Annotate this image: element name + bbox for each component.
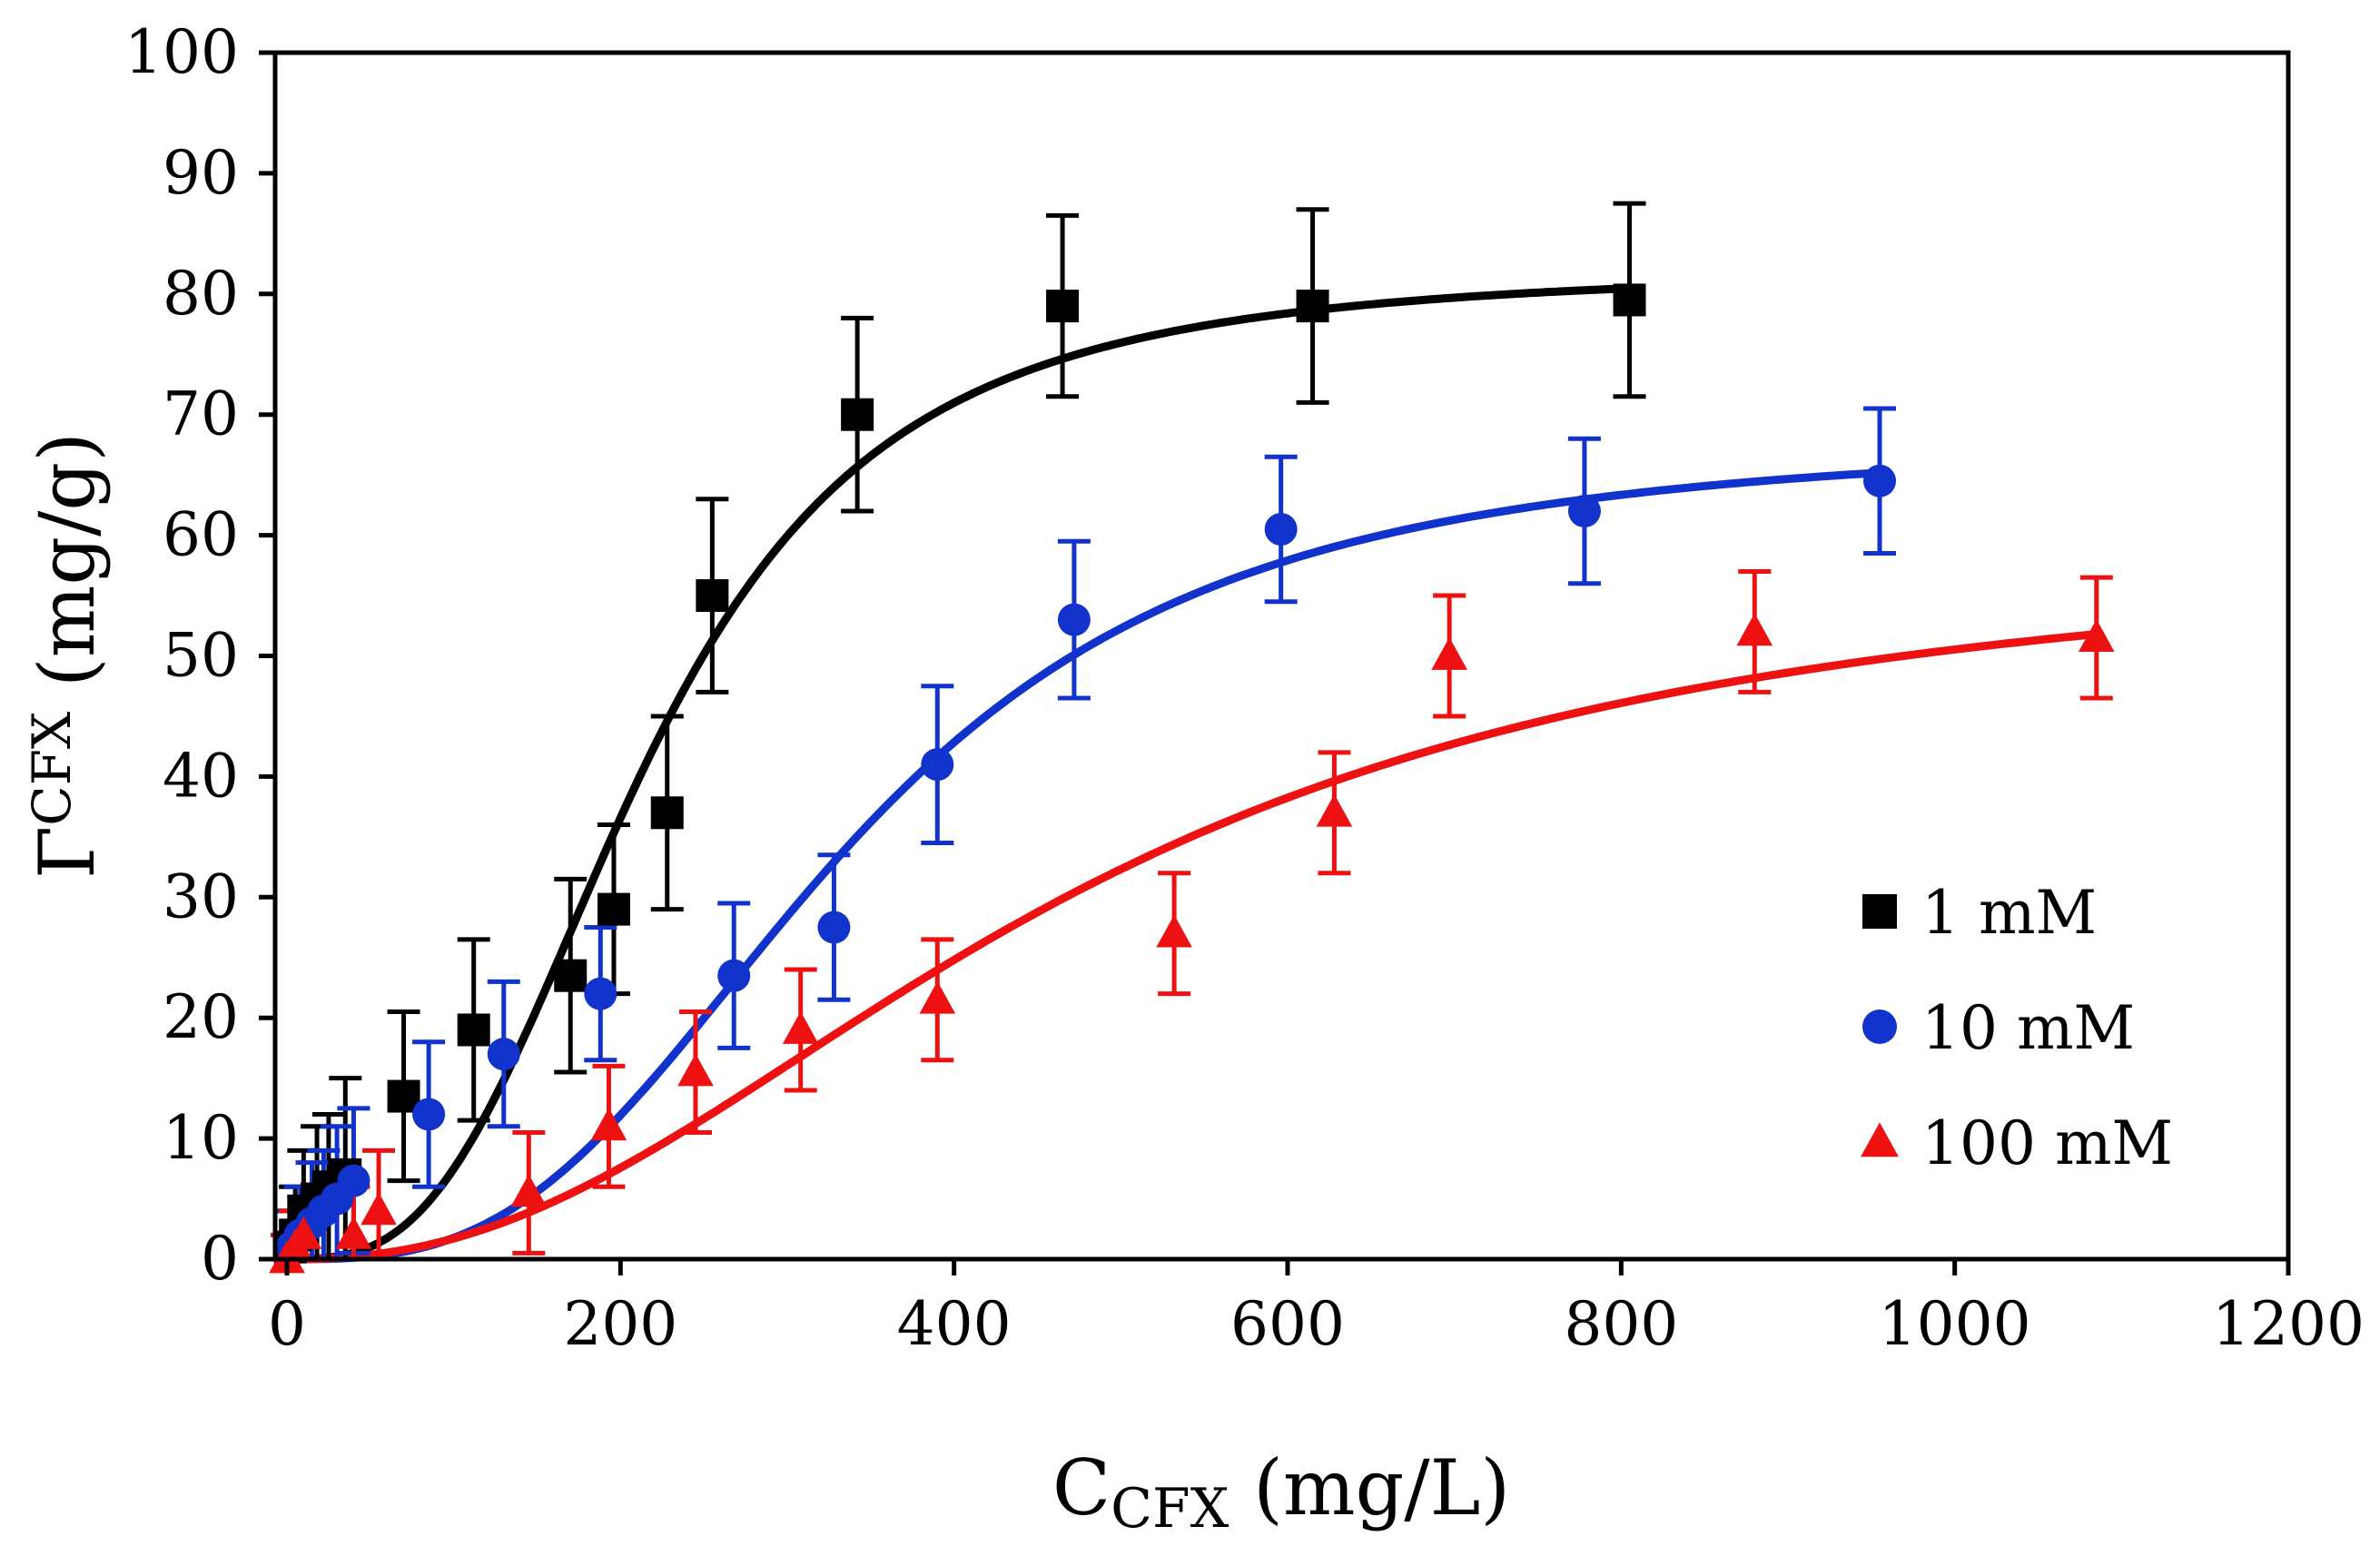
- data-point: [412, 1098, 446, 1131]
- data-point: [487, 1038, 520, 1071]
- y-tick-label: 30: [163, 862, 239, 931]
- data-point: [510, 1174, 548, 1207]
- data-point: [335, 1216, 372, 1249]
- data-point: [841, 398, 874, 431]
- x-tick-label: 1200: [2212, 1289, 2365, 1359]
- data-point: [919, 980, 956, 1014]
- fit-curve-0: [282, 284, 1634, 1264]
- y-axis-ticks: 0 10 20 30 40 50 60 70 80 90 100: [124, 17, 275, 1294]
- x-axis-title-main: C: [1052, 1443, 1111, 1532]
- x-axis-title-subscript: CFX: [1111, 1477, 1230, 1541]
- x-tick-label: 400: [897, 1289, 1012, 1359]
- y-tick-label: 10: [163, 1103, 239, 1173]
- error-bars: [271, 201, 2113, 1262]
- data-point: [360, 1192, 397, 1226]
- data-point: [1736, 613, 1773, 646]
- y-tick-label: 60: [163, 500, 239, 570]
- y-tick-label: 0: [201, 1224, 239, 1294]
- x-tick-label: 1000: [1879, 1289, 2031, 1359]
- fit-curves: [282, 284, 2101, 1264]
- data-point: [554, 959, 588, 992]
- y-tick-label: 50: [163, 621, 239, 691]
- x-tick-label: 600: [1230, 1289, 1345, 1359]
- y-axis-title-superscript: CFX: [21, 711, 83, 826]
- data-point: [650, 796, 684, 830]
- x-tick-label: 800: [1564, 1289, 1678, 1359]
- data-point: [1316, 793, 1353, 827]
- data-point: [1156, 914, 1192, 948]
- y-tick-label: 40: [163, 741, 239, 811]
- y-tick-label: 100: [124, 17, 239, 87]
- data-point: [285, 1216, 322, 1249]
- data-point: [817, 911, 851, 944]
- legend-label: 1 mM: [1921, 878, 2097, 948]
- data-point: [1057, 603, 1091, 636]
- data-point: [1431, 636, 1467, 670]
- data-point: [584, 977, 617, 1010]
- legend-label: 10 mM: [1921, 993, 2135, 1063]
- y-tick-label: 20: [163, 982, 239, 1052]
- legend-marker: [1862, 1009, 1897, 1044]
- y-tick-label: 90: [163, 138, 239, 208]
- data-point: [1046, 290, 1080, 323]
- x-tick-label: 0: [268, 1289, 306, 1359]
- legend-label: 100 mM: [1921, 1108, 2173, 1178]
- data-point: [590, 1108, 627, 1141]
- data-point: [717, 959, 751, 992]
- data-point: [457, 1013, 490, 1047]
- x-axis-ticks: 0 200 400 600 800 1000 1200: [268, 1259, 2365, 1359]
- data-point: [337, 1164, 370, 1197]
- data-point: [1567, 495, 1601, 528]
- data-point: [782, 1010, 819, 1044]
- legend-marker: [1862, 894, 1897, 929]
- data-point: [2078, 619, 2115, 652]
- x-axis-title-units: (mg/L): [1229, 1443, 1510, 1532]
- data-point: [1264, 512, 1298, 546]
- plot-frame: [272, 50, 2291, 1262]
- y-axis-title-main: Γ: [23, 826, 112, 879]
- x-tick-label: 200: [563, 1289, 677, 1359]
- legend-marker: [1861, 1122, 1899, 1157]
- data-point: [1863, 464, 1897, 497]
- fit-curve-2: [282, 630, 2101, 1264]
- data-point: [597, 892, 630, 926]
- y-tick-label: 70: [163, 379, 239, 449]
- data-points: [269, 283, 2115, 1274]
- data-point: [677, 1053, 714, 1087]
- fit-curve-1: [282, 468, 1884, 1264]
- y-tick-label: 80: [163, 259, 239, 329]
- data-point: [1613, 283, 1646, 317]
- y-axis-title-units: (mg/g): [23, 432, 112, 712]
- data-point: [1296, 290, 1329, 323]
- data-point: [696, 579, 729, 613]
- legend: 1 mM 10 mM 100 mM: [1861, 878, 2173, 1178]
- data-point: [921, 748, 954, 782]
- y-axis-title: ΓCFX (mg/g): [21, 432, 112, 879]
- x-axis-title: CCFX (mg/L): [1052, 1443, 1510, 1541]
